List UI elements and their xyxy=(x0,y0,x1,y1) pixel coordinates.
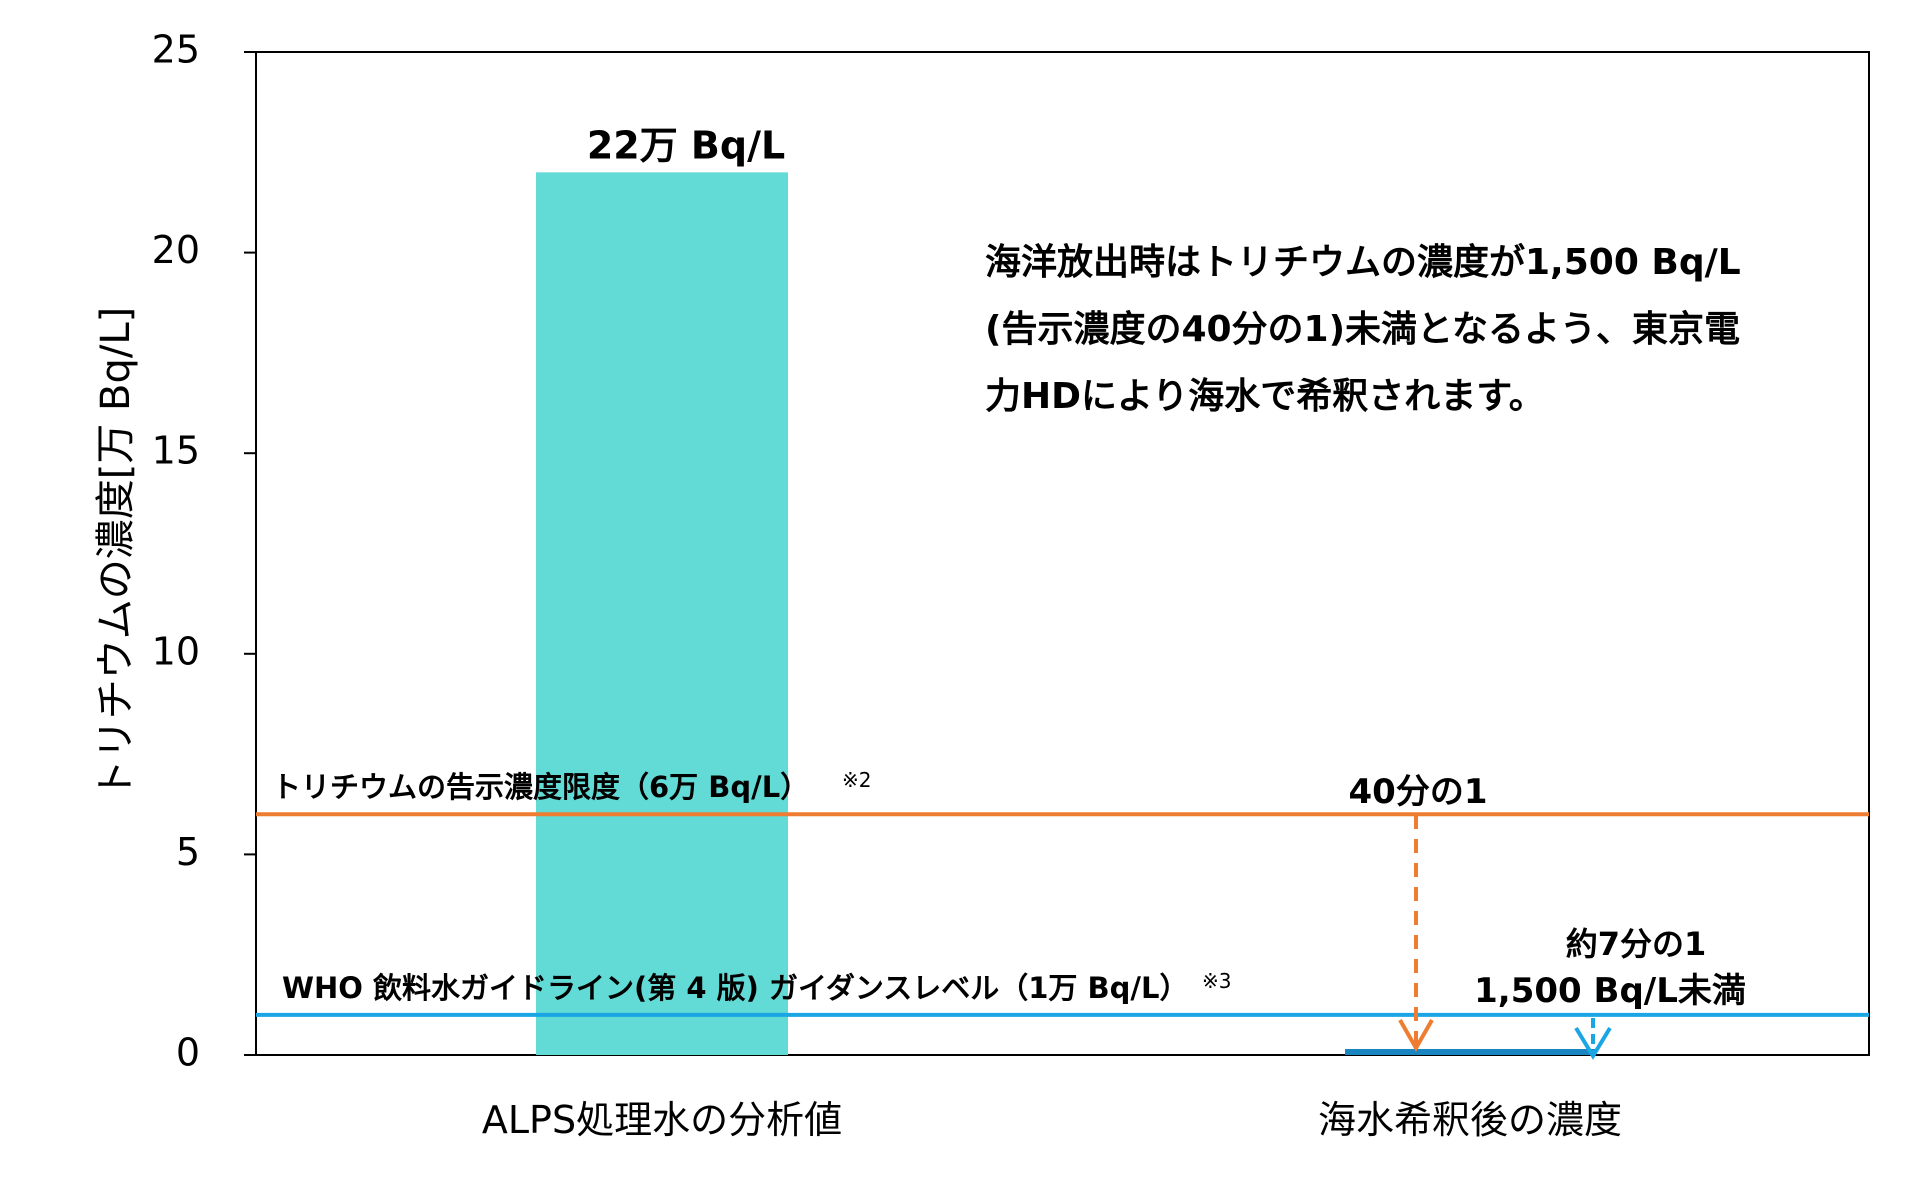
y-tick-label: 5 xyxy=(176,830,200,874)
y-tick-label: 15 xyxy=(152,429,200,473)
bar-diluted xyxy=(1345,1048,1595,1055)
plot-area xyxy=(255,51,1870,1056)
regulatory-limit-label: トリチウムの告示濃度限度（6万 Bq/L） xyxy=(272,770,809,804)
y-axis-ticks: 0 5 10 15 20 25 xyxy=(152,28,256,1075)
regulatory-limit-note: ※2 xyxy=(842,768,871,792)
result-label: 1,500 Bq/L未満 xyxy=(1474,971,1746,1011)
bar-value-label: 22万 Bq/L xyxy=(587,123,785,167)
note-line-3: 力HDにより海水で希釈されます。 xyxy=(985,376,1545,417)
note-line-1: 海洋放出時はトリチウムの濃度が1,500 Bq/L xyxy=(985,242,1741,283)
y-axis-label: トリチウムの濃度[万 Bq/L] xyxy=(93,307,139,800)
y-tick-label: 25 xyxy=(152,28,200,72)
arrow-orange-dashed xyxy=(1398,815,1434,1053)
ratio-blue-label: 約7分の1 xyxy=(1566,925,1707,963)
ratio-orange-label: 40分の1 xyxy=(1349,772,1488,812)
arrow-blue-dashed xyxy=(1574,1018,1612,1060)
y-tick-label: 20 xyxy=(152,228,200,272)
who-guidance-label: WHO 飲料水ガイドライン(第 4 版) ガイダンスレベル（1万 Bq/L） xyxy=(282,971,1188,1005)
x-category-label: ALPS処理水の分析値 xyxy=(482,1098,842,1142)
bar-alps xyxy=(536,172,788,1056)
x-category-label: 海水希釈後の濃度 xyxy=(1318,1098,1622,1142)
y-tick-label: 10 xyxy=(152,629,200,673)
who-guidance-note: ※3 xyxy=(1202,969,1231,993)
y-tick-label: 0 xyxy=(176,1031,200,1075)
note-line-2: (告示濃度の40分の1)未満となるよう、東京電 xyxy=(985,308,1740,350)
